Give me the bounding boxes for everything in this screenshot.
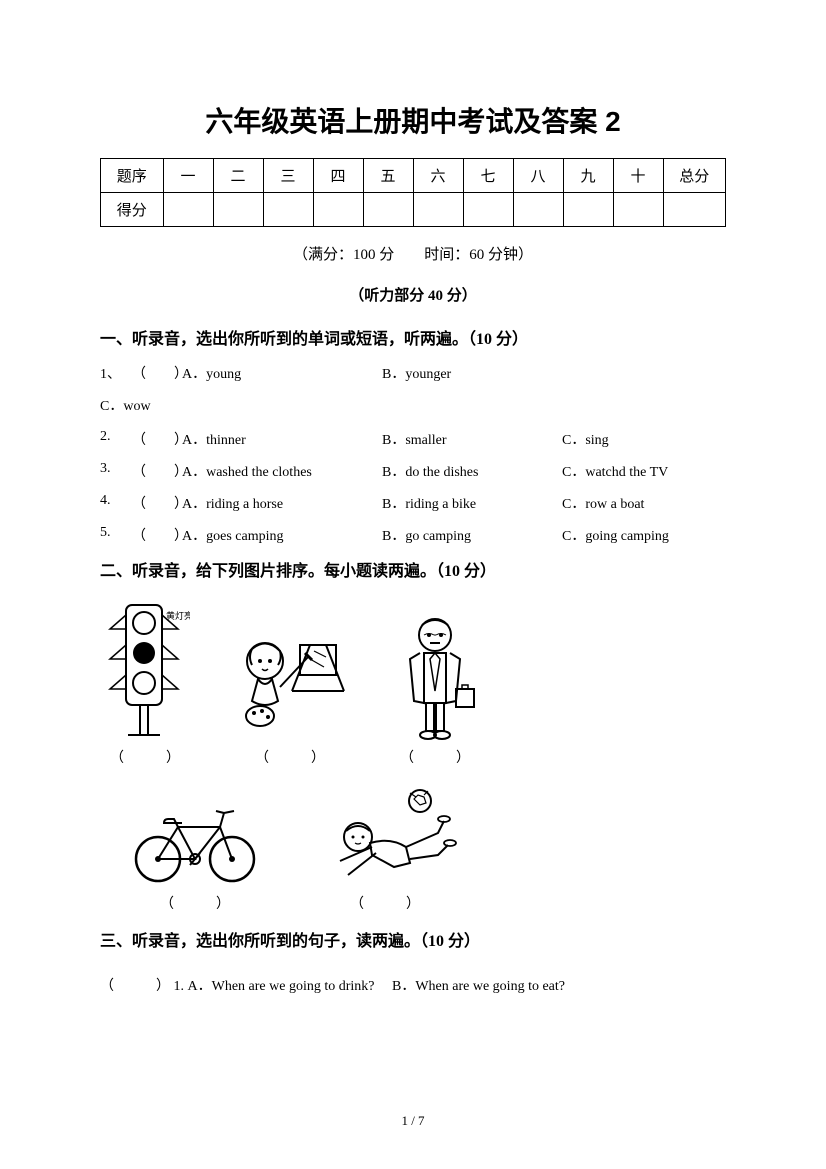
option-a: A．riding a horse	[182, 493, 382, 513]
option-a: A．young	[182, 363, 382, 383]
score-cell	[613, 193, 663, 227]
answer-blank: （ ）	[100, 979, 170, 994]
option-c: C．watchd the TV	[562, 461, 668, 481]
option-a: A．When are we going to drink?	[188, 979, 375, 994]
score-cell	[513, 193, 563, 227]
col-header: 十	[613, 159, 663, 193]
option-c: C．row a boat	[562, 493, 644, 513]
col-header: 二	[213, 159, 263, 193]
col-header: 四	[313, 159, 363, 193]
bicycle-icon	[130, 797, 260, 887]
answer-blank: （ ）	[132, 525, 182, 545]
score-cell	[413, 193, 463, 227]
q-num: 1.	[174, 979, 185, 994]
section1-header: 一、听录音，选出你所听到的单词或短语，听两遍。（10 分）	[100, 325, 726, 349]
football-item: （ ）	[310, 787, 460, 913]
section3-header: 三、听录音，选出你所听到的句子，读两遍。（10 分）	[100, 927, 726, 951]
question-row: 2. （ ） A．thinner B．smaller C．sing	[100, 429, 726, 449]
col-header: 七	[463, 159, 513, 193]
score-table: 题序 一 二 三 四 五 六 七 八 九 十 总分 得分	[100, 158, 726, 227]
option-a: A．thinner	[182, 429, 382, 449]
svg-text:黄灯亮: 黄灯亮	[166, 610, 190, 621]
page-number: 1 / 7	[0, 1113, 826, 1129]
col-header: 一	[163, 159, 213, 193]
exam-info: （满分：100 分 时间：60 分钟）	[100, 243, 726, 264]
bicycle-item: （ ）	[130, 797, 260, 913]
score-cell	[313, 193, 363, 227]
option-c: C．sing	[562, 429, 609, 449]
q-num: 2.	[100, 429, 132, 449]
score-cell	[463, 193, 513, 227]
question-row: 1、 （ ） A．young B．younger	[100, 363, 726, 383]
question-row: （ ） 1. A．When are we going to drink? B．W…	[100, 975, 726, 995]
col-header: 八	[513, 159, 563, 193]
row-label: 题序	[101, 159, 164, 193]
businessman-item: （ ）	[390, 611, 480, 767]
col-header: 五	[363, 159, 413, 193]
option-a: A．washed the clothes	[182, 461, 382, 481]
option-b: B．go camping	[382, 525, 562, 545]
order-blank: （ ）	[110, 747, 180, 767]
option-b: B．younger	[382, 363, 562, 383]
painter-item: （ ）	[230, 631, 350, 767]
option-b: B．When are we going to eat?	[392, 979, 565, 994]
answer-blank: （ ）	[132, 493, 182, 513]
col-header: 九	[563, 159, 613, 193]
col-header: 三	[263, 159, 313, 193]
table-row: 题序 一 二 三 四 五 六 七 八 九 十 总分	[101, 159, 726, 193]
section2-header: 二、听录音，给下列图片排序。每小题读两遍。（10 分）	[100, 557, 726, 581]
table-row: 得分	[101, 193, 726, 227]
businessman-icon	[390, 611, 480, 741]
boy-football-icon	[310, 787, 460, 887]
option-c: C．going camping	[562, 525, 669, 545]
score-cell	[363, 193, 413, 227]
image-row-1: 黄灯亮 （ ） （ ）	[100, 601, 726, 767]
order-blank: （ ）	[350, 893, 420, 913]
option-a: A．goes camping	[182, 525, 382, 545]
option-b: B．do the dishes	[382, 461, 562, 481]
answer-blank: （ ）	[132, 429, 182, 449]
answer-blank: （ ）	[132, 461, 182, 481]
question-row: 5. （ ） A．goes camping B．go camping C．goi…	[100, 525, 726, 545]
option-c: C．wow	[100, 395, 726, 415]
question-row: 3. （ ） A．washed the clothes B．do the dis…	[100, 461, 726, 481]
col-header-total: 总分	[663, 159, 726, 193]
traffic-light-icon: 黄灯亮	[100, 601, 190, 741]
order-blank: （ ）	[160, 893, 230, 913]
image-row-2: （ ） （ ）	[130, 787, 726, 913]
score-cell	[563, 193, 613, 227]
q-num: 5.	[100, 525, 132, 545]
option-b: B．riding a bike	[382, 493, 562, 513]
score-cell	[163, 193, 213, 227]
col-header: 六	[413, 159, 463, 193]
girl-painting-icon	[230, 631, 350, 741]
score-cell	[263, 193, 313, 227]
score-cell	[213, 193, 263, 227]
row-label: 得分	[101, 193, 164, 227]
order-blank: （ ）	[255, 747, 325, 767]
question-row: 4. （ ） A．riding a horse B．riding a bike …	[100, 493, 726, 513]
q-num: 4.	[100, 493, 132, 513]
answer-blank: （ ）	[132, 363, 182, 383]
score-cell	[663, 193, 726, 227]
traffic-light-item: 黄灯亮 （ ）	[100, 601, 190, 767]
option-b: B．smaller	[382, 429, 562, 449]
page-title: 六年级英语上册期中考试及答案 2	[100, 100, 726, 140]
listening-info: （听力部分 40 分）	[100, 284, 726, 305]
order-blank: （ ）	[400, 747, 470, 767]
q-num: 1、	[100, 363, 132, 383]
q-num: 3.	[100, 461, 132, 481]
